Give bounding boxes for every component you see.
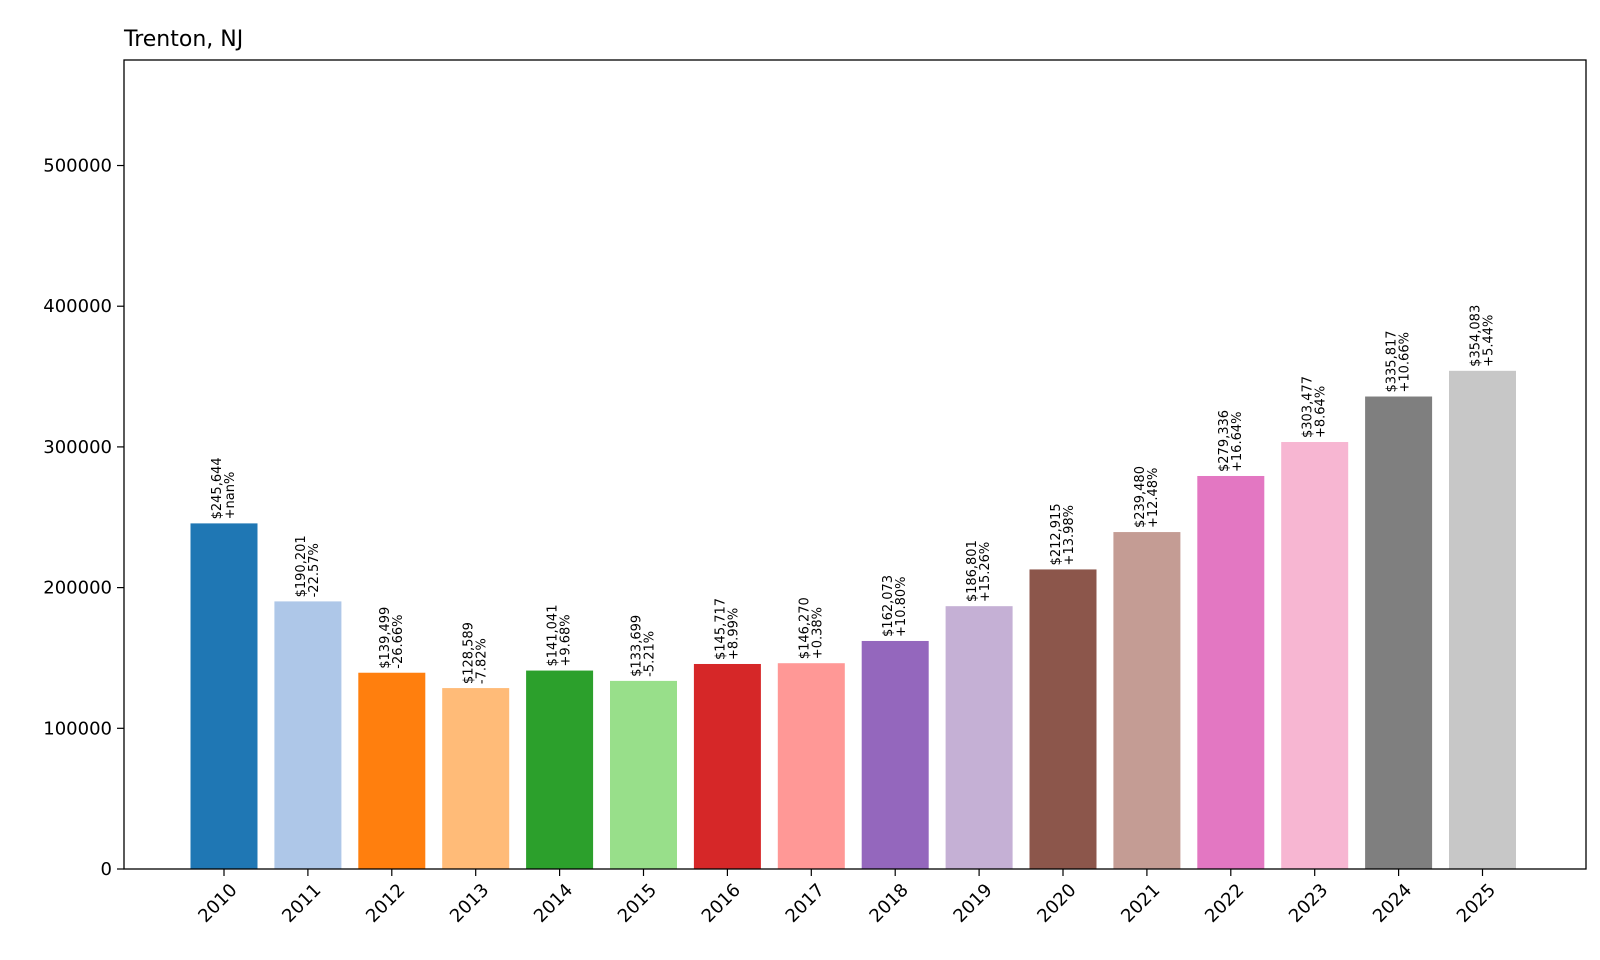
bar-change-label: -7.82%	[475, 638, 490, 684]
x-tick-label: 2010	[194, 880, 241, 927]
bar-change-label: +8.64%	[1314, 386, 1329, 438]
bar-annotation: $190,201-22.57%	[294, 535, 322, 597]
chart-title: Trenton, NJ	[123, 27, 243, 52]
bar-change-label: +13.98%	[1062, 505, 1077, 565]
bar-value-label: $133,699	[630, 615, 645, 677]
x-tick-label: 2016	[698, 880, 745, 927]
bar-change-label: -5.21%	[643, 631, 658, 677]
bar-2010	[190, 523, 258, 869]
x-tick-label: 2025	[1453, 880, 1500, 927]
bar-annotation: $212,915+13.98%	[1049, 503, 1077, 565]
bar-change-label: +12.48%	[1146, 468, 1161, 528]
bar-annotation: $139,499-26.66%	[378, 607, 406, 669]
x-tick-label: 2022	[1201, 880, 1248, 927]
bar-annotation: $354,083+5.44%	[1469, 305, 1497, 367]
x-tick-label: 2011	[278, 880, 325, 927]
bar-annotation: $245,644+nan%	[210, 457, 238, 519]
bar-2012	[358, 672, 426, 869]
bar-value-label: $141,041	[546, 605, 561, 667]
bar-value-label: $303,477	[1301, 376, 1316, 438]
bar-change-label: +nan%	[223, 472, 238, 520]
bar-value-label: $279,336	[1217, 410, 1232, 472]
bar-2013	[442, 688, 510, 869]
bar-2019	[945, 606, 1013, 869]
y-tick-label: 300000	[43, 437, 112, 458]
x-tick-label: 2015	[614, 880, 661, 927]
bar-value-label: $162,073	[881, 575, 896, 637]
x-tick-label: 2014	[530, 880, 577, 927]
bar-change-label: +5.44%	[1482, 315, 1497, 367]
y-tick-label: 100000	[43, 718, 112, 739]
bar-2014	[526, 670, 594, 869]
bar-annotation: $162,073+10.80%	[881, 575, 909, 637]
bar-change-label: +10.80%	[894, 577, 909, 637]
bar-value-label: $186,801	[965, 540, 980, 602]
bar-value-label: $245,644	[210, 457, 225, 519]
bar-annotation: $146,270+0.38%	[797, 597, 825, 659]
bar-annotation: $141,041+9.68%	[546, 605, 574, 667]
x-tick-label: 2018	[865, 880, 912, 927]
y-axis: 0 100000 200000 300000 400000 500000	[43, 156, 124, 880]
x-tick-label: 2020	[1033, 880, 1080, 927]
bar-annotation: $239,480+12.48%	[1133, 466, 1161, 528]
x-tick-label: 2017	[782, 880, 829, 927]
bar-value-label: $239,480	[1133, 466, 1148, 528]
bar-change-label: +15.26%	[978, 542, 993, 602]
bar-value-label: $335,817	[1385, 330, 1400, 392]
bar-annotation: $303,477+8.64%	[1301, 376, 1329, 438]
y-tick-label: 500000	[43, 156, 112, 177]
bar-value-label: $139,499	[378, 607, 393, 669]
y-tick-label: 200000	[43, 578, 112, 599]
bar-value-label: $354,083	[1469, 305, 1484, 367]
bar-labels: $245,644+nan% $190,201-22.57% $139,499-26.…	[210, 305, 1497, 684]
bar-2024	[1365, 396, 1433, 869]
bar-2021	[1113, 532, 1181, 869]
bar-value-label: $190,201	[294, 535, 309, 597]
bar-2011	[274, 601, 342, 869]
bar-2015	[610, 680, 677, 869]
bar-annotation: $186,801+15.26%	[965, 540, 993, 602]
bar-value-label: $212,915	[1049, 503, 1064, 565]
bar-change-label: +16.64%	[1230, 412, 1245, 472]
bar-change-label: +8.99%	[726, 608, 741, 660]
bar-annotation: $133,699-5.21%	[630, 615, 658, 677]
x-tick-label: 2012	[362, 880, 409, 927]
bar-2016	[693, 663, 761, 869]
bar-2023	[1281, 442, 1349, 869]
bar-2018	[861, 640, 929, 869]
x-tick-label: 2013	[446, 880, 493, 927]
y-tick-label: 400000	[43, 296, 112, 317]
x-axis: 2010 2011 2012 2013 2014 2015 2016 2017 2018 2019…	[194, 869, 1500, 927]
bar-2017	[777, 663, 845, 869]
bar-value-label: $146,270	[797, 597, 812, 659]
bar-annotation: $335,817+10.66%	[1385, 330, 1413, 392]
bar-2020	[1029, 569, 1097, 869]
x-tick-label: 2024	[1369, 880, 1416, 927]
bar-value-label: $145,717	[713, 598, 728, 660]
bar-change-label: -22.57%	[307, 543, 322, 597]
bar-2022	[1197, 475, 1265, 869]
y-tick-label: 0	[101, 859, 112, 880]
bar-change-label: -26.66%	[391, 614, 406, 668]
bar-2025	[1449, 370, 1516, 869]
bar-annotation: $128,589-7.82%	[462, 622, 490, 684]
bar-value-label: $128,589	[462, 622, 477, 684]
bar-annotation: $145,717+8.99%	[713, 598, 741, 660]
x-tick-label: 2019	[949, 880, 996, 927]
bar-change-label: +10.66%	[1398, 332, 1413, 392]
bars	[190, 370, 1516, 869]
x-tick-label: 2021	[1117, 880, 1164, 927]
x-tick-label: 2023	[1285, 880, 1332, 927]
bar-change-label: +0.38%	[810, 607, 825, 659]
bar-change-label: +9.68%	[559, 614, 574, 666]
bar-annotation: $279,336+16.64%	[1217, 410, 1245, 472]
plot-frame	[123, 59, 1587, 870]
